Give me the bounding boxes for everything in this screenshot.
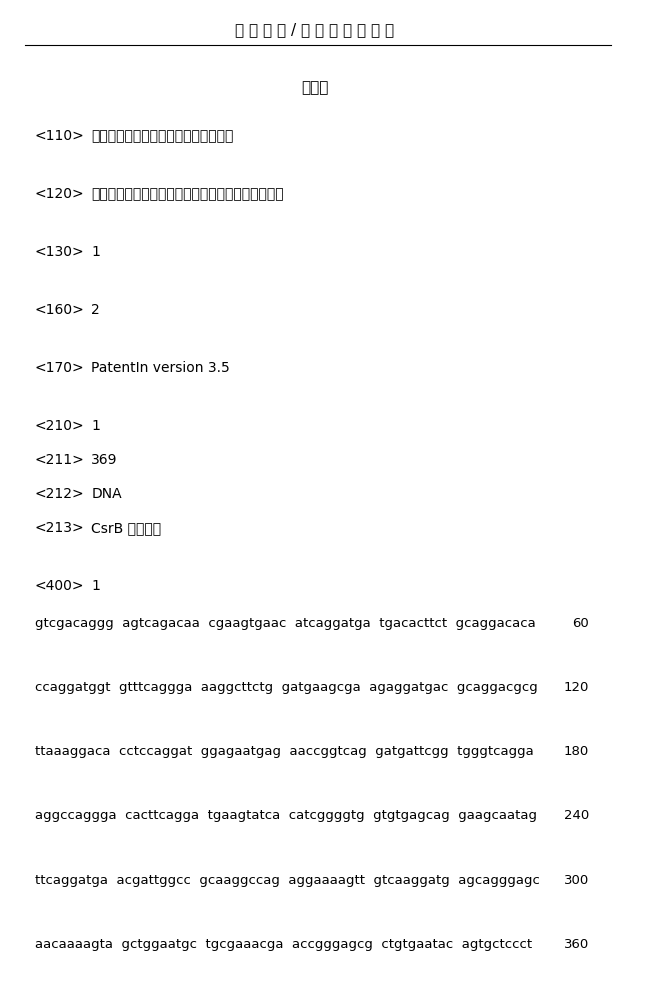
Text: 核 苷 酸 和 / 或 氨 基 酸 序 列 表: 核 苷 酸 和 / 或 氨 基 酸 序 列 表 (235, 22, 394, 37)
Text: <213>: <213> (35, 521, 84, 535)
Text: aacaaaagta  gctggaatgc  tgcgaaacga  accgggagcg  ctgtgaatac  agtgctccct: aacaaaagta gctggaatgc tgcgaaacga accggga… (35, 938, 532, 951)
Text: 120: 120 (563, 681, 589, 694)
Text: aggccaggga  cacttcagga  tgaagtatca  catcggggtg  gtgtgagcag  gaagcaatag: aggccaggga cacttcagga tgaagtatca catcggg… (35, 809, 536, 822)
Text: 300: 300 (564, 874, 589, 887)
Text: <170>: <170> (35, 361, 84, 375)
Text: <400>: <400> (35, 579, 84, 593)
Text: 180: 180 (564, 745, 589, 758)
Text: 一种高产间苯三酚的基因工程菌及其构建方法与应用: 一种高产间苯三酚的基因工程菌及其构建方法与应用 (91, 187, 284, 201)
Text: <160>: <160> (35, 303, 84, 317)
Text: ccaggatggt  gtttcaggga  aaggcttctg  gatgaagcga  agaggatgac  gcaggacgcg: ccaggatggt gtttcaggga aaggcttctg gatgaag… (35, 681, 537, 694)
Text: <130>: <130> (35, 245, 84, 259)
Text: PatentIn version 3.5: PatentIn version 3.5 (91, 361, 230, 375)
Text: <110>: <110> (35, 129, 84, 143)
Text: 240: 240 (564, 809, 589, 822)
Text: 360: 360 (564, 938, 589, 951)
Text: 中国科学院青岛生物能源与过程研究所: 中国科学院青岛生物能源与过程研究所 (91, 129, 234, 143)
Text: 1: 1 (91, 579, 100, 593)
Text: ttcaggatga  acgattggcc  gcaaggccag  aggaaaagtt  gtcaaggatg  agcagggagc: ttcaggatga acgattggcc gcaaggccag aggaaaa… (35, 874, 540, 887)
Text: 序列表: 序列表 (301, 80, 329, 95)
Text: 60: 60 (572, 617, 589, 630)
Text: 2: 2 (91, 303, 100, 317)
Text: 369: 369 (91, 453, 118, 467)
Text: <212>: <212> (35, 487, 84, 501)
Text: 1: 1 (91, 419, 100, 433)
Text: gtcgacaggg  agtcagacaa  cgaagtgaac  atcaggatga  tgacacttct  gcaggacaca: gtcgacaggg agtcagacaa cgaagtgaac atcagga… (35, 617, 535, 630)
Text: ttaaaggaca  cctccaggat  ggagaatgag  aaccggtcag  gatgattcgg  tgggtcagga: ttaaaggaca cctccaggat ggagaatgag aaccggt… (35, 745, 533, 758)
Text: <120>: <120> (35, 187, 84, 201)
Text: <210>: <210> (35, 419, 84, 433)
Text: <211>: <211> (35, 453, 84, 467)
Text: DNA: DNA (91, 487, 122, 501)
Text: 1: 1 (91, 245, 100, 259)
Text: CsrB 基因序列: CsrB 基因序列 (91, 521, 161, 535)
